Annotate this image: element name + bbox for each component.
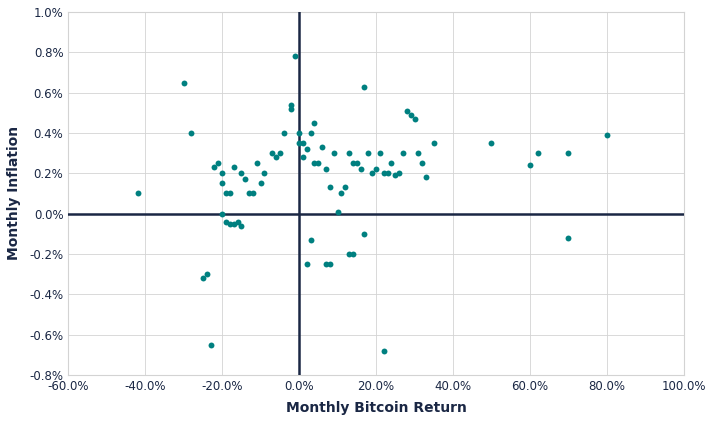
Point xyxy=(247,190,259,197)
Point xyxy=(409,116,420,122)
Point xyxy=(255,180,267,187)
Point xyxy=(209,164,220,170)
Point xyxy=(301,261,312,268)
Point xyxy=(224,190,235,197)
Point xyxy=(339,184,351,191)
Point xyxy=(243,190,255,197)
Point xyxy=(532,150,543,157)
Point xyxy=(305,236,317,243)
Point xyxy=(374,150,386,157)
Point xyxy=(359,83,370,90)
Point xyxy=(301,146,312,152)
Point xyxy=(563,234,574,241)
Point xyxy=(363,150,374,157)
Point xyxy=(405,111,416,118)
Point xyxy=(486,140,497,146)
Point xyxy=(378,170,389,177)
Point xyxy=(421,174,432,181)
Point xyxy=(275,150,286,157)
Point xyxy=(320,261,332,268)
Point xyxy=(198,275,209,281)
Point xyxy=(332,208,343,215)
Point xyxy=(201,271,212,277)
Point xyxy=(259,170,270,177)
Point xyxy=(312,160,324,167)
Point xyxy=(293,140,304,146)
Point xyxy=(601,132,612,138)
Point xyxy=(309,160,320,167)
Point xyxy=(240,176,251,183)
Point xyxy=(378,347,389,354)
Point xyxy=(347,160,359,167)
Point xyxy=(347,251,359,257)
Point xyxy=(413,150,424,157)
Point xyxy=(389,172,401,179)
Point xyxy=(289,53,301,60)
Point xyxy=(236,222,247,229)
Point xyxy=(232,218,243,225)
Point xyxy=(220,218,232,225)
Point xyxy=(324,261,336,268)
Point xyxy=(270,154,282,160)
Point xyxy=(524,162,535,168)
Point xyxy=(297,154,309,160)
Point xyxy=(132,190,143,197)
Y-axis label: Monthly Inflation: Monthly Inflation xyxy=(7,126,21,260)
X-axis label: Monthly Bitcoin Return: Monthly Bitcoin Return xyxy=(286,401,466,415)
Point xyxy=(228,164,240,170)
Point xyxy=(320,166,332,173)
Point xyxy=(344,251,355,257)
Point xyxy=(401,107,413,114)
Point xyxy=(309,119,320,126)
Point xyxy=(366,170,378,177)
Point xyxy=(297,140,309,146)
Point xyxy=(185,130,197,136)
Point xyxy=(217,170,228,177)
Point xyxy=(286,106,297,112)
Point xyxy=(382,170,394,177)
Point xyxy=(212,160,224,167)
Point xyxy=(324,184,336,191)
Point xyxy=(386,160,397,167)
Point xyxy=(217,180,228,187)
Point xyxy=(293,130,304,136)
Point xyxy=(351,160,362,167)
Point xyxy=(336,190,347,197)
Point xyxy=(428,140,439,146)
Point xyxy=(224,220,235,227)
Point xyxy=(228,220,240,227)
Point xyxy=(286,101,297,108)
Point xyxy=(563,150,574,157)
Point xyxy=(267,150,278,157)
Point xyxy=(220,190,232,197)
Point xyxy=(397,150,409,157)
Point xyxy=(394,170,405,177)
Point xyxy=(205,341,216,348)
Point xyxy=(370,166,381,173)
Point xyxy=(317,143,328,150)
Point xyxy=(355,166,366,173)
Point xyxy=(236,170,247,177)
Point xyxy=(328,150,339,157)
Point xyxy=(178,79,190,86)
Point xyxy=(344,150,355,157)
Point xyxy=(416,160,428,167)
Point xyxy=(217,210,228,217)
Point xyxy=(278,130,289,136)
Point xyxy=(359,230,370,237)
Point xyxy=(251,160,262,167)
Point xyxy=(305,130,317,136)
